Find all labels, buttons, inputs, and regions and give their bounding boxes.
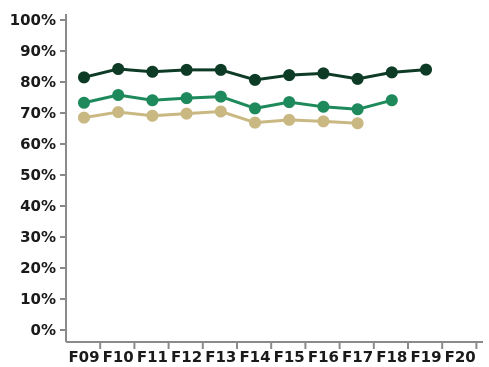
data-point <box>317 67 330 80</box>
data-point <box>351 103 364 116</box>
data-point <box>180 107 193 120</box>
data-point <box>420 63 432 76</box>
data-point <box>249 102 261 115</box>
x-tick-label: F16 <box>308 348 339 366</box>
data-point <box>283 113 296 126</box>
y-tick-label: 100% <box>10 11 56 29</box>
data-point <box>78 111 90 124</box>
chart-series <box>78 62 432 130</box>
data-point <box>385 66 398 79</box>
x-tick-label: F11 <box>137 348 168 366</box>
data-point <box>214 105 227 118</box>
data-point <box>249 116 261 129</box>
data-point <box>351 72 364 85</box>
data-point <box>180 63 193 76</box>
x-tick-label: F14 <box>239 348 270 366</box>
x-axis-ticks: F09 F10 F11 F12 F13 F14 F15 F16 F17 F18 F19 F20 <box>68 342 478 366</box>
x-tick-label: F12 <box>171 348 202 366</box>
x-tick-label: F20 <box>445 348 476 366</box>
y-tick-label: 0% <box>31 321 56 339</box>
data-point <box>146 94 159 107</box>
data-point <box>78 71 90 84</box>
series-line <box>83 93 393 111</box>
data-point <box>112 89 125 102</box>
y-tick-label: 60% <box>20 135 56 153</box>
data-point <box>180 92 193 105</box>
y-tick-label: 40% <box>20 197 56 215</box>
data-point <box>214 90 227 103</box>
series-2 <box>78 105 364 130</box>
series-0 <box>78 62 432 86</box>
y-tick-label: 20% <box>20 259 56 277</box>
y-tick-label: 90% <box>20 42 56 60</box>
chart-axes <box>65 14 483 343</box>
y-tick-label: 80% <box>20 73 56 91</box>
y-tick-label: 10% <box>20 290 56 308</box>
data-point <box>112 106 125 119</box>
data-point <box>249 73 261 86</box>
data-point <box>317 115 330 128</box>
data-point <box>146 65 159 78</box>
data-point <box>317 100 330 113</box>
x-tick-label: F18 <box>376 348 407 366</box>
data-point <box>146 109 159 122</box>
x-tick-label: F17 <box>342 348 373 366</box>
data-point <box>385 94 398 107</box>
data-point <box>283 69 296 82</box>
x-tick-label: F19 <box>410 348 441 366</box>
x-tick-label: F13 <box>205 348 236 366</box>
x-tick-label: F10 <box>103 348 134 366</box>
data-point <box>214 63 227 76</box>
y-axis-ticks: 0% 10% 20% 30% 40% 50% 60% 70% 80% 90% 100% <box>10 11 66 339</box>
data-point <box>283 96 296 109</box>
data-point <box>78 96 90 109</box>
y-tick-label: 30% <box>20 228 56 246</box>
x-tick-label: F15 <box>274 348 305 366</box>
y-tick-label: 70% <box>20 104 56 122</box>
y-tick-label: 50% <box>20 166 56 184</box>
data-point <box>112 62 125 75</box>
series-1 <box>78 89 398 116</box>
data-point <box>351 117 364 130</box>
x-tick-label: F09 <box>68 348 99 366</box>
